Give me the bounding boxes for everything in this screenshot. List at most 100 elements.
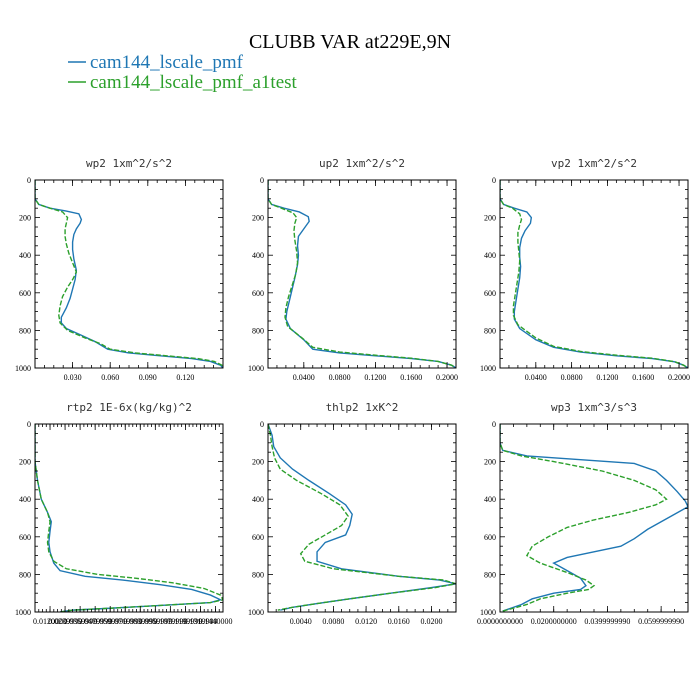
plot-frame: [499, 423, 689, 613]
x-tick-label: 0.1199999: [169, 617, 203, 626]
legend-label-2: cam144_lscale_pmf_a1test: [90, 72, 298, 93]
y-tick-label: 400: [19, 495, 31, 504]
x-tick-label: 0.1200: [364, 373, 386, 382]
y-tick-label: 600: [484, 533, 496, 542]
x-tick-label: 0.2000: [436, 373, 458, 382]
x-tick-label: 0.0160: [388, 617, 410, 626]
y-tick-label: 200: [19, 214, 31, 223]
figure-title: CLUBB VAR at229E,9N: [249, 31, 451, 53]
x-tick-label: 0.0400: [293, 373, 315, 382]
y-tick-label: 1000: [480, 364, 496, 373]
y-tick-label: 600: [19, 533, 31, 542]
x-tick-label: 0.0200000000: [531, 617, 577, 626]
x-tick-label: 0.030: [64, 373, 82, 382]
y-tick-label: 400: [484, 251, 496, 260]
series-line-2: [35, 180, 223, 368]
legend-label-1: cam144_lscale_pmf: [90, 52, 244, 73]
plot-frame: [34, 423, 224, 613]
y-tick-label: 200: [484, 214, 496, 223]
series-line-2: [268, 180, 456, 368]
x-tick-label: 0.0399999990: [584, 617, 630, 626]
y-tick-label: 800: [484, 326, 496, 335]
y-tick-label: 400: [19, 251, 31, 260]
plot-frame: [34, 179, 224, 369]
y-tick-label: 200: [19, 458, 31, 467]
panel-title: thlp2 1xK^2: [326, 401, 399, 414]
panel-grid: wp2 1xm^2/s^2 0 200 400 600 800 1000 0.030 0.060…: [15, 157, 690, 626]
series-line-1: [500, 424, 688, 612]
panel-3: vp2 1xm^2/s^2 0 200 400 600 800 1000 0.0400 0.08…: [480, 157, 690, 382]
panel-title: wp3 1xm^3/s^3: [551, 401, 637, 414]
y-tick-label: 800: [252, 326, 264, 335]
x-tick-label: 0.0800: [329, 373, 351, 382]
y-tick-label: 200: [484, 458, 496, 467]
x-tick-label: 0.0479999: [78, 617, 112, 626]
x-tick-label: 0.2000: [668, 373, 690, 382]
panel-2: up2 1xm^2/s^2 0 200 400 600 800 1000 0.0400 0.08…: [248, 157, 458, 382]
y-tick-label: 0: [260, 176, 264, 185]
plot-frame: [499, 179, 689, 369]
x-tick-label: 0.1079999: [153, 617, 187, 626]
y-tick-label: 0: [260, 420, 264, 429]
x-tick-label: 0.0120: [355, 617, 377, 626]
series-line-1: [35, 424, 223, 612]
x-tick-label: 0.1440000: [198, 617, 232, 626]
x-tick-label: 0.1600: [632, 373, 654, 382]
series-line-1: [35, 180, 223, 368]
x-tick-label: 0.0599999990: [638, 617, 684, 626]
y-tick-label: 800: [484, 570, 496, 579]
y-tick-label: 400: [252, 495, 264, 504]
x-tick-label: 0.0120000: [33, 617, 67, 626]
panel-4: rtp2 1E-6x(kg/kg)^2 0 200 400 600 800 10000.01…: [15, 401, 232, 626]
x-tick-label: 0.1600: [400, 373, 422, 382]
series-line-2: [500, 180, 688, 368]
y-tick-label: 1000: [248, 364, 264, 373]
x-tick-label: 0.060: [101, 373, 119, 382]
legend: cam144_lscale_pmf cam144_lscale_pmf_a1te…: [68, 52, 298, 93]
y-tick-label: 0: [27, 176, 31, 185]
y-tick-label: 600: [484, 289, 496, 298]
x-tick-label: 0.0359999: [63, 617, 97, 626]
plot-frame: [267, 423, 457, 613]
y-tick-label: 1000: [15, 364, 31, 373]
series-line-1: [500, 180, 688, 368]
panel-title: rtp2 1E-6x(kg/kg)^2: [66, 401, 192, 414]
series-line-1: [268, 180, 456, 368]
x-tick-label: 0.0000000000: [477, 617, 523, 626]
y-tick-label: 600: [252, 289, 264, 298]
y-tick-label: 400: [484, 495, 496, 504]
panel-1: wp2 1xm^2/s^2 0 200 400 600 800 1000 0.030 0.060…: [15, 157, 224, 382]
y-tick-label: 600: [19, 289, 31, 298]
series-line-2: [268, 424, 456, 611]
x-tick-label: 0.120: [176, 373, 194, 382]
x-tick-label: 0.0239999: [48, 617, 82, 626]
x-tick-label: 0.1319999: [183, 617, 217, 626]
x-tick-label: 0.0400: [525, 373, 547, 382]
y-tick-label: 200: [252, 214, 264, 223]
x-tick-label: 0.0599999: [93, 617, 127, 626]
x-tick-label: 0.0959999: [138, 617, 172, 626]
y-tick-label: 1000: [248, 608, 264, 617]
x-tick-label: 0.0200: [420, 617, 442, 626]
x-tick-label: 0.0719999: [108, 617, 142, 626]
y-tick-label: 800: [19, 326, 31, 335]
y-tick-label: 400: [252, 251, 264, 260]
series-line-2: [500, 424, 668, 612]
panel-6: wp3 1xm^3/s^3 0 200 400 600 800 10000.00000000…: [477, 401, 689, 626]
panel-title: vp2 1xm^2/s^2: [551, 157, 637, 170]
y-tick-label: 0: [492, 176, 496, 185]
x-tick-label: 0.090: [139, 373, 157, 382]
y-tick-label: 1000: [480, 608, 496, 617]
y-tick-label: 1000: [15, 608, 31, 617]
y-tick-label: 800: [252, 570, 264, 579]
y-tick-label: 800: [19, 570, 31, 579]
x-tick-label: 0.0839999: [123, 617, 157, 626]
panel-title: up2 1xm^2/s^2: [319, 157, 405, 170]
series-line-2: [35, 424, 223, 612]
panel-title: wp2 1xm^2/s^2: [86, 157, 172, 170]
series-line-1: [268, 424, 456, 611]
x-tick-label: 0.0800: [561, 373, 583, 382]
x-tick-label: 0.0040: [290, 617, 312, 626]
y-tick-label: 200: [252, 458, 264, 467]
